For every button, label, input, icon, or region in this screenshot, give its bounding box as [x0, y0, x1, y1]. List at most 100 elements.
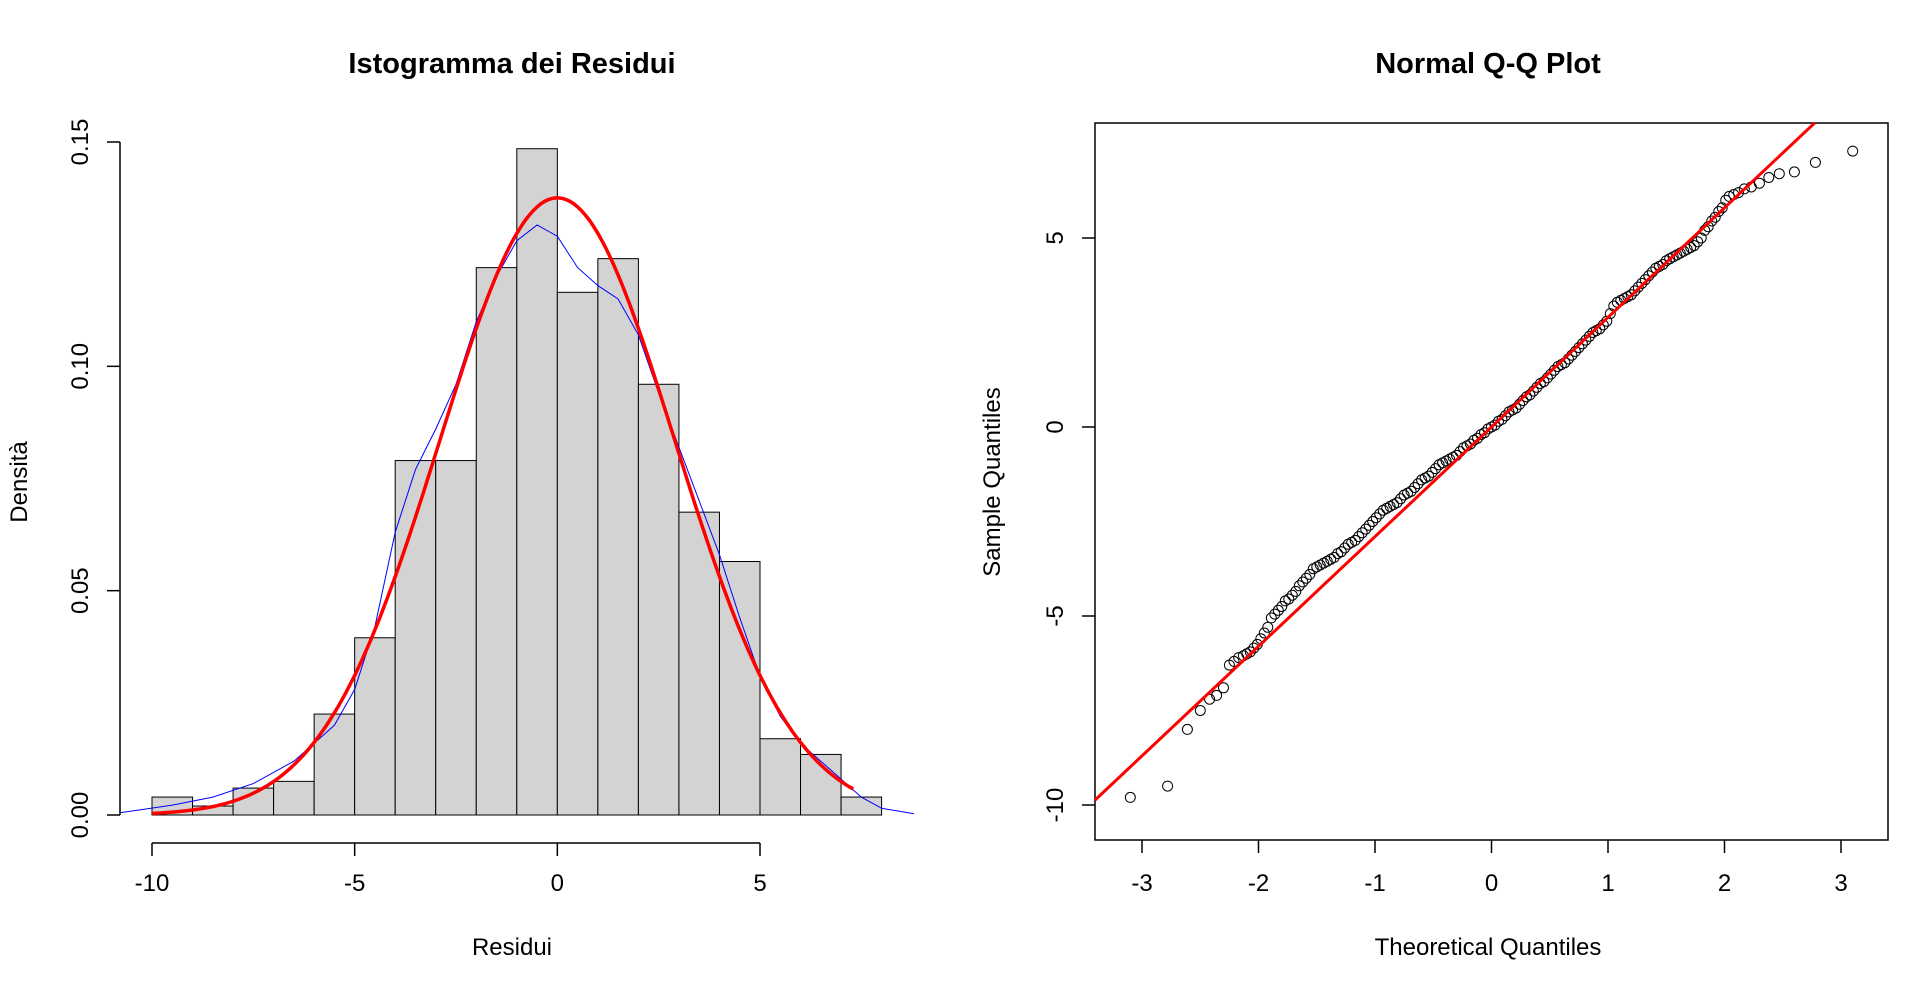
qq-point	[1709, 211, 1721, 223]
histogram-bar	[556, 291, 599, 816]
histogram-bar	[313, 713, 356, 816]
qq-point	[1500, 410, 1511, 422]
qq-point	[1211, 689, 1223, 701]
qq-point	[1632, 281, 1644, 293]
qq-point	[1335, 546, 1347, 558]
qq-y-tick-label: 0	[1042, 420, 1069, 433]
qq-plot-y-axis: -10 -5 0 5	[1042, 231, 1095, 822]
qq-point	[1688, 240, 1700, 252]
qq-point	[1349, 534, 1361, 546]
histogram-y-tick-label: 0.05	[67, 567, 94, 614]
histogram-bar	[273, 780, 315, 816]
qq-point	[1293, 580, 1305, 592]
qq-point	[1353, 531, 1365, 543]
qq-point	[1583, 330, 1595, 342]
qq-point	[1405, 485, 1417, 497]
histogram-bar	[475, 267, 518, 816]
qq-plot-points	[1124, 145, 1859, 803]
qq-point	[1290, 585, 1302, 597]
qq-y-tick-label: -10	[1042, 788, 1069, 823]
qq-point	[1713, 206, 1725, 217]
histogram-bar	[840, 796, 883, 816]
qq-point	[1265, 612, 1277, 624]
qq-y-tick-label: -5	[1042, 605, 1069, 626]
qq-point	[1218, 682, 1229, 694]
qq-point	[1248, 642, 1260, 654]
qq-point	[1636, 277, 1648, 289]
qq-point	[1733, 187, 1744, 199]
qq-x-tick-label: 1	[1601, 870, 1614, 897]
qq-point	[1426, 466, 1438, 478]
qq-x-tick-label: 0	[1485, 870, 1498, 897]
histogram-y-axis-label: Densità	[6, 441, 33, 523]
qq-point	[1479, 427, 1490, 439]
qq-point	[1374, 508, 1386, 520]
histogram-x-axis-label: Residui	[472, 934, 552, 961]
qq-point	[1763, 172, 1775, 183]
qq-plot-y-axis-label: Sample Quantiles	[979, 387, 1006, 576]
qq-plot-reference-line-group	[1093, 121, 1816, 802]
qq-point	[1286, 589, 1298, 601]
qq-point	[1423, 470, 1435, 482]
qq-point	[1472, 432, 1483, 444]
qq-point	[1124, 791, 1136, 803]
qq-point	[1847, 145, 1859, 157]
histogram-bar	[637, 383, 680, 816]
qq-point	[1194, 705, 1206, 716]
qq-point	[1297, 576, 1309, 588]
qq-point	[1276, 601, 1288, 612]
qq-point	[1363, 519, 1375, 531]
histogram-y-axis: 0.00 0.05 0.10 0.15	[67, 119, 121, 839]
qq-point	[1244, 646, 1256, 658]
qq-point	[1339, 542, 1351, 554]
qq-point	[1788, 166, 1800, 178]
qq-plot-frame	[1094, 122, 1889, 841]
qq-point	[1738, 183, 1750, 195]
normal-curve	[151, 196, 855, 816]
histogram-y-tick-label: 0.10	[67, 343, 94, 390]
qq-plot-x-axis: -3 -2 -1 0 1 2 3	[1131, 840, 1848, 897]
histogram-x-tick-label: 5	[753, 870, 766, 897]
histogram-curves	[119, 196, 915, 816]
histogram-bar	[597, 258, 639, 816]
histogram-bars	[151, 148, 883, 816]
qq-point	[1391, 497, 1403, 509]
qq-point	[1367, 516, 1379, 527]
histogram-bar	[516, 148, 558, 816]
qq-point	[1269, 608, 1281, 620]
histogram-x-tick-label: 0	[551, 870, 564, 897]
histogram-y-tick-label: 0.00	[67, 792, 94, 839]
qq-point	[1657, 259, 1669, 270]
qq-point	[1304, 568, 1316, 580]
qq-point	[1283, 593, 1295, 605]
qq-point	[1625, 289, 1637, 301]
histogram-panel: Istogramma dei Residui Residui Densità -…	[6, 48, 915, 961]
qq-point	[1328, 551, 1340, 563]
qq-point	[1809, 156, 1821, 168]
qq-point	[1409, 482, 1421, 493]
histogram-x-tick-label: -5	[344, 870, 365, 897]
qq-x-tick-label: -3	[1131, 870, 1152, 897]
qq-plot-x-axis-label: Theoretical Quantiles	[1375, 934, 1602, 961]
qq-x-tick-label: 2	[1718, 870, 1731, 897]
qq-point	[1395, 493, 1407, 505]
qq-point	[1181, 723, 1193, 735]
qq-point	[1496, 413, 1508, 425]
qq-point	[1695, 232, 1707, 244]
qq-reference-line	[1093, 121, 1816, 802]
qq-point	[1773, 168, 1785, 180]
qq-point	[1716, 202, 1728, 214]
histogram-title: Istogramma dei Residui	[348, 48, 675, 80]
histogram-bar	[718, 561, 761, 816]
qq-point	[1706, 215, 1718, 227]
qq-point	[1692, 236, 1704, 248]
qq-x-tick-label: 3	[1834, 870, 1847, 897]
qq-point	[1258, 627, 1270, 639]
qq-point	[1753, 177, 1765, 189]
qq-point	[1604, 308, 1616, 320]
qq-point	[1360, 523, 1372, 535]
qq-point	[1629, 285, 1641, 297]
qq-point	[1580, 334, 1592, 346]
qq-x-tick-label: -1	[1364, 870, 1385, 897]
